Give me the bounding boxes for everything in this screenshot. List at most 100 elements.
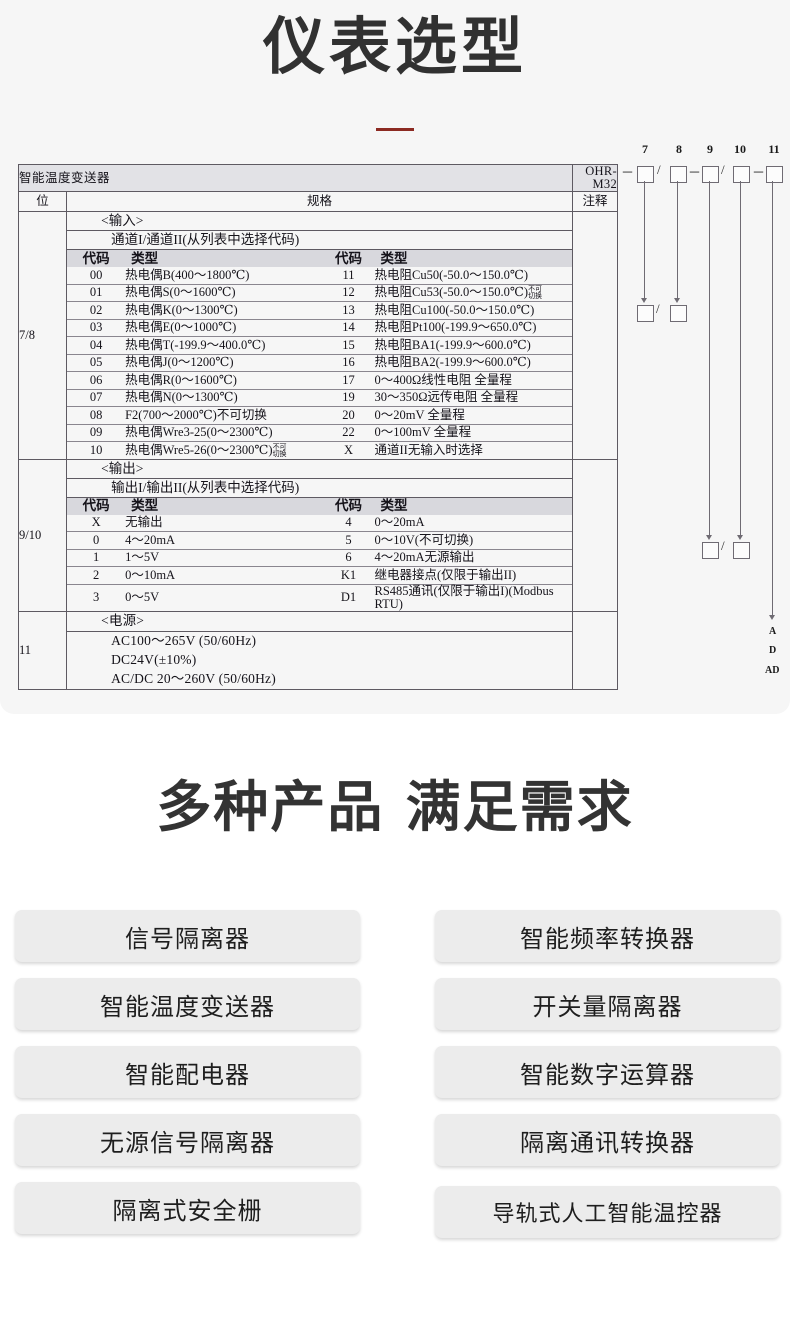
output-type: 4～20mA无源输出 (374, 549, 572, 568)
input-code: 13 (322, 301, 375, 320)
table-row: 3 0～5V D1 RS485通讯(仅限于输出I)(Modbus RTU) (67, 584, 572, 611)
input-type: 热电偶J(0～1200℃) (125, 354, 323, 373)
input-code: 11 (322, 267, 375, 285)
table-row: DC24V(±10%) (19, 651, 618, 670)
product-button-passive-signal-isolator[interactable]: 无源信号隔离器 (15, 1114, 360, 1166)
power-option: AC/DC 20～260V (50/60Hz) (66, 670, 573, 690)
input-type: 热电偶R(0～1600℃) (125, 371, 323, 390)
power-option: AC100～265V (50/60Hz) (66, 631, 573, 651)
not-switchable-note: 不可 切换 (528, 285, 543, 300)
column-header-row: 位 规格 注释 (17, 191, 619, 213)
input-type: 热电阻Cu100(-50.0～150.0℃) (374, 301, 572, 320)
table-row: X 无输出 4 0～20mA (67, 514, 572, 533)
input-type: 热电偶N(0～1300℃) (125, 389, 323, 408)
table-row: 05 热电偶J(0～1200℃) 16 热电阻BA2(-199.9～600.0℃… (67, 354, 572, 373)
output-type-head-right: 类型 (374, 497, 572, 515)
table-row: 07 热电偶N(0～1300℃) 19 30～350Ω远传电阻 全量程 (67, 389, 572, 408)
output-type: 继电器接点(仅限于输出II) (374, 566, 572, 585)
table-row: 08 F2(700～2000℃)不可切换 20 0～20mV 全量程 (67, 406, 572, 425)
input-type: 热电偶K(0～1300℃) (125, 301, 323, 320)
output-code-head-left: 代码 (67, 497, 126, 515)
product-name: 智能温度变送器 (18, 163, 573, 193)
input-type: 热电阻BA1(-199.9～600.0℃) (374, 336, 572, 355)
input-type: 热电偶S(0～1600℃) (125, 284, 323, 303)
table-row: 2 0～10mA K1 继电器接点(仅限于输出II) (67, 566, 572, 585)
input-code: 10 (89, 442, 103, 457)
input-code: 00 (67, 267, 126, 285)
table-row: 0 4～20mA 5 0～10V(不可切换) (67, 531, 572, 550)
product-button-switch-isolator[interactable]: 开关量隔离器 (435, 978, 780, 1030)
section-power-heading-row: 11 <电源> (17, 611, 619, 690)
section-output-codes-row: 代码 类型 代码 类型 X 无输出 4 0～20mA (19, 496, 618, 613)
input-code-table-header: 代码 类型 代码 类型 (67, 250, 572, 268)
input-code: 17 (322, 371, 375, 390)
col-header-note: 注释 (571, 191, 619, 213)
col-header-position: 位 (17, 191, 68, 213)
section-input-subheading: 通道I/通道II(从列表中选择代码) (66, 230, 573, 251)
table-row: 1 1～5V 6 4～20mA无源输出 (67, 549, 572, 568)
input-type: 热电阻BA2(-199.9～600.0℃) (374, 354, 572, 373)
input-code: 09 (67, 424, 126, 443)
section-output-note (571, 458, 619, 613)
product-button-digital-calculator[interactable]: 智能数字运算器 (435, 1046, 780, 1098)
input-type: F2(700～2000℃)不可切换 (125, 406, 323, 425)
input-type: 热电偶T(-199.9～400.0℃) (125, 336, 323, 355)
input-code: 15 (322, 336, 375, 355)
output-code: 5 (322, 531, 375, 550)
product-button-comm-converter[interactable]: 隔离通讯转换器 (435, 1114, 780, 1166)
input-type: 30～350Ω远传电阻 全量程 (374, 389, 572, 408)
output-code: K1 (322, 566, 375, 585)
input-code: X (343, 442, 354, 457)
output-type: 0～5V (125, 590, 160, 605)
table-row: AC100～265V (50/60Hz) (19, 631, 618, 651)
output-code: 0 (67, 531, 126, 550)
input-code: 05 (67, 354, 126, 373)
output-code: 1 (67, 549, 126, 568)
section-input-sub-row: 通道I/通道II(从列表中选择代码) (19, 230, 618, 251)
product-button-rail-temperature-controller[interactable]: 导轨式人工智能温控器 (435, 1186, 780, 1238)
product-button-power-distributor[interactable]: 智能配电器 (15, 1046, 360, 1098)
product-button-safety-barrier[interactable]: 隔离式安全栅 (15, 1182, 360, 1234)
input-type: 通道II无输入时选择 (374, 442, 483, 457)
output-type: 1～5V (125, 549, 323, 568)
product-button-temperature-transmitter[interactable]: 智能温度变送器 (15, 978, 360, 1030)
input-code: 14 (322, 319, 375, 338)
output-code: 2 (67, 566, 126, 585)
input-type: 热电偶Wre3-25(0～2300℃) (125, 424, 323, 443)
specification-table: 智能温度变送器 OHR-M32 位 规格 注释 7/8 <输入> 通道I/通道I… (17, 163, 619, 690)
input-type: 热电偶B(400～1800℃) (125, 267, 323, 285)
product-button-signal-isolator[interactable]: 信号隔离器 (15, 910, 360, 962)
table-title-row: 智能温度变送器 OHR-M32 (18, 163, 619, 193)
section-power-note (571, 611, 619, 690)
table-row: AC/DC 20～260V (50/60Hz) (19, 670, 618, 690)
input-type-head-right: 类型 (374, 250, 572, 268)
output-type: 0～20mA (374, 514, 572, 533)
products-section-title: 多种产品 满足需求 (156, 775, 634, 839)
input-code: 02 (67, 301, 126, 320)
section-input-note (571, 211, 619, 460)
spec-table-wrap: 智能温度变送器 OHR-M32 位 规格 注释 7/8 <输入> 通道I/通道I… (17, 163, 772, 690)
output-type: 0～10mA (125, 566, 323, 585)
input-code: 22 (322, 424, 375, 443)
input-type: 热电偶Wre5-26(0～2300℃)不可 切换 (125, 442, 287, 458)
input-code: 01 (67, 284, 126, 303)
input-type: 热电阻Cu53(-50.0～150.0℃)不可 切换 (374, 284, 572, 303)
input-type: 0～100mV 全量程 (374, 424, 572, 443)
output-type: RS485通讯(仅限于输出I)(Modbus RTU) (374, 583, 554, 611)
output-code: D1 (340, 590, 357, 605)
table-row: 06 热电偶R(0～1600℃) 17 0～400Ω线性电阻 全量程 (67, 371, 572, 390)
section-output-sub-row: 输出I/输出II(从列表中选择代码) (19, 477, 618, 498)
section-output-heading: <输出> (66, 458, 573, 479)
output-type-head-left: 类型 (125, 497, 323, 515)
section-output-heading-row: 9/10 <输出> (17, 458, 619, 613)
product-button-frequency-converter[interactable]: 智能频率转换器 (435, 910, 780, 962)
table-row: 01 热电偶S(0～1600℃) 12 热电阻Cu53(-50.0～150.0℃… (67, 284, 572, 303)
input-type: 0～400Ω线性电阻 全量程 (374, 371, 572, 390)
input-code-table: 代码 类型 代码 类型 00 热电偶B(400～1800℃) 11 热电阻Cu5 (67, 250, 572, 459)
input-type: 0～20mV 全量程 (374, 406, 572, 425)
title-underline-rule (376, 128, 414, 131)
input-code: 07 (67, 389, 126, 408)
input-code-head-right: 代码 (322, 250, 375, 268)
output-type: 0～10V(不可切换) (374, 531, 572, 550)
